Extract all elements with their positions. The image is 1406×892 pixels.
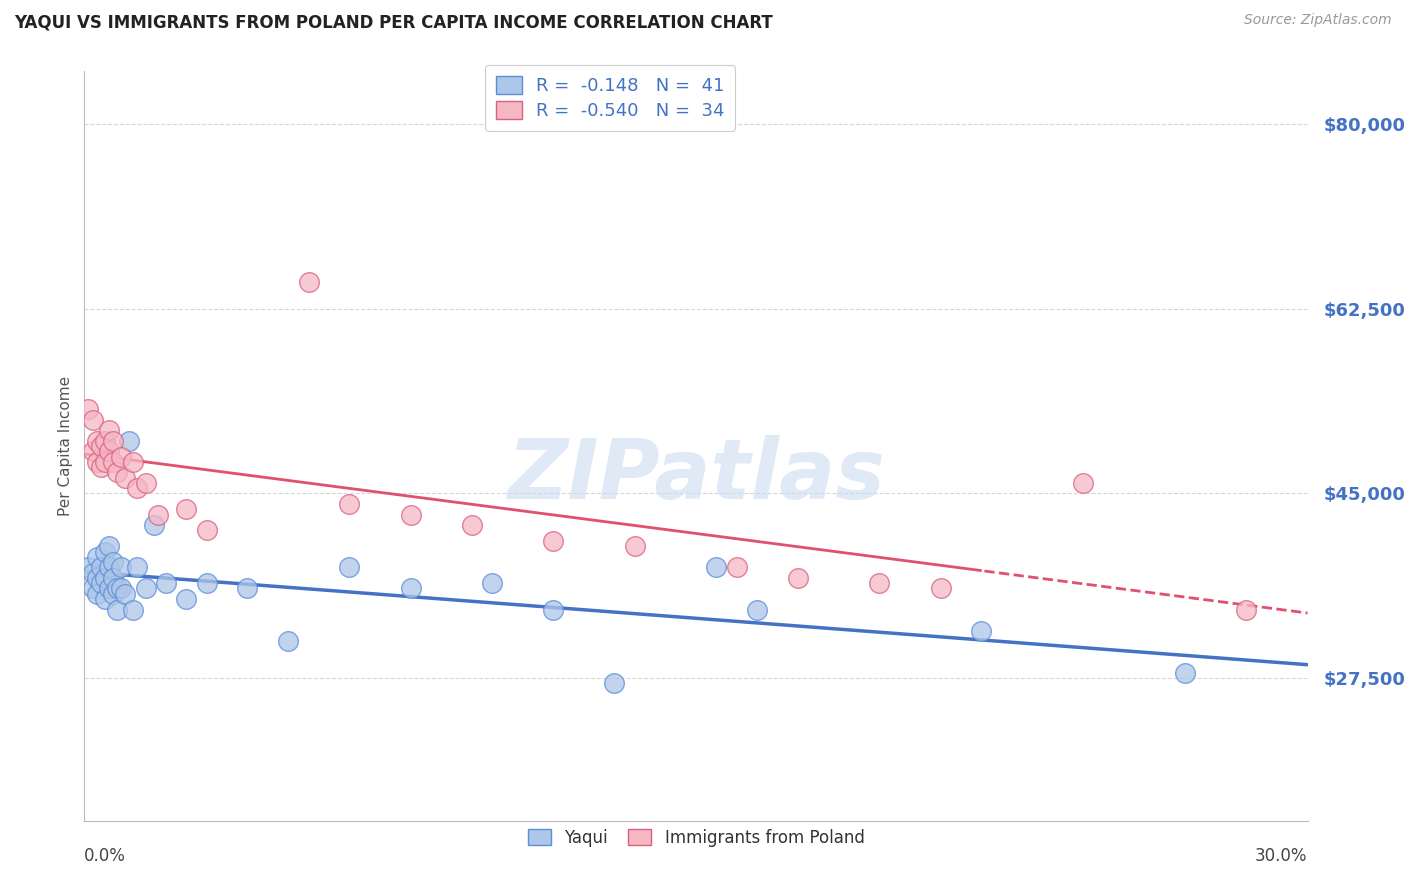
- Point: [174, 592, 197, 607]
- Point: [481, 576, 503, 591]
- Point: [77, 402, 100, 417]
- Point: [90, 460, 112, 475]
- Point: [101, 455, 124, 469]
- Point: [399, 508, 422, 522]
- Point: [114, 470, 136, 484]
- Point: [82, 566, 104, 580]
- Point: [146, 508, 169, 522]
- Point: [127, 560, 149, 574]
- Point: [90, 439, 112, 453]
- Point: [77, 560, 100, 574]
- Point: [97, 560, 120, 574]
- Point: [1174, 665, 1197, 680]
- Point: [869, 576, 891, 591]
- Text: 30.0%: 30.0%: [1256, 847, 1308, 865]
- Text: ZIPatlas: ZIPatlas: [508, 435, 884, 516]
- Point: [135, 582, 157, 596]
- Point: [90, 560, 112, 574]
- Point: [787, 571, 810, 585]
- Y-axis label: Per Capita Income: Per Capita Income: [58, 376, 73, 516]
- Point: [101, 434, 124, 448]
- Point: [82, 582, 104, 596]
- Point: [543, 602, 565, 616]
- Point: [86, 587, 108, 601]
- Point: [624, 539, 647, 553]
- Point: [929, 582, 952, 596]
- Point: [236, 582, 259, 596]
- Point: [174, 502, 197, 516]
- Point: [110, 560, 132, 574]
- Point: [82, 412, 104, 426]
- Point: [135, 475, 157, 490]
- Text: 0.0%: 0.0%: [84, 847, 127, 865]
- Point: [101, 587, 124, 601]
- Point: [603, 676, 626, 690]
- Point: [339, 560, 361, 574]
- Point: [195, 524, 218, 538]
- Text: Source: ZipAtlas.com: Source: ZipAtlas.com: [1244, 13, 1392, 28]
- Point: [195, 576, 218, 591]
- Point: [1073, 475, 1095, 490]
- Point: [110, 582, 132, 596]
- Point: [86, 434, 108, 448]
- Text: YAQUI VS IMMIGRANTS FROM POLAND PER CAPITA INCOME CORRELATION CHART: YAQUI VS IMMIGRANTS FROM POLAND PER CAPI…: [14, 13, 773, 31]
- Point: [339, 497, 361, 511]
- Point: [97, 444, 120, 458]
- Point: [970, 624, 993, 638]
- Point: [118, 434, 141, 448]
- Point: [97, 582, 120, 596]
- Point: [706, 560, 728, 574]
- Point: [122, 602, 145, 616]
- Point: [90, 576, 112, 591]
- Point: [93, 455, 115, 469]
- Point: [155, 576, 177, 591]
- Point: [105, 582, 128, 596]
- Point: [101, 555, 124, 569]
- Point: [97, 539, 120, 553]
- Point: [82, 444, 104, 458]
- Point: [543, 533, 565, 548]
- Point: [1236, 602, 1258, 616]
- Point: [86, 571, 108, 585]
- Point: [399, 582, 422, 596]
- Point: [93, 544, 115, 558]
- Point: [93, 571, 115, 585]
- Point: [127, 481, 149, 495]
- Point: [110, 450, 132, 464]
- Point: [93, 434, 115, 448]
- Point: [122, 455, 145, 469]
- Point: [277, 634, 299, 648]
- Point: [101, 571, 124, 585]
- Point: [142, 518, 165, 533]
- Point: [93, 592, 115, 607]
- Point: [747, 602, 769, 616]
- Point: [114, 587, 136, 601]
- Point: [725, 560, 748, 574]
- Legend: Yaqui, Immigrants from Poland: Yaqui, Immigrants from Poland: [520, 822, 872, 854]
- Point: [461, 518, 484, 533]
- Point: [105, 602, 128, 616]
- Point: [86, 549, 108, 564]
- Point: [97, 423, 120, 437]
- Point: [298, 276, 321, 290]
- Point: [86, 455, 108, 469]
- Point: [105, 466, 128, 480]
